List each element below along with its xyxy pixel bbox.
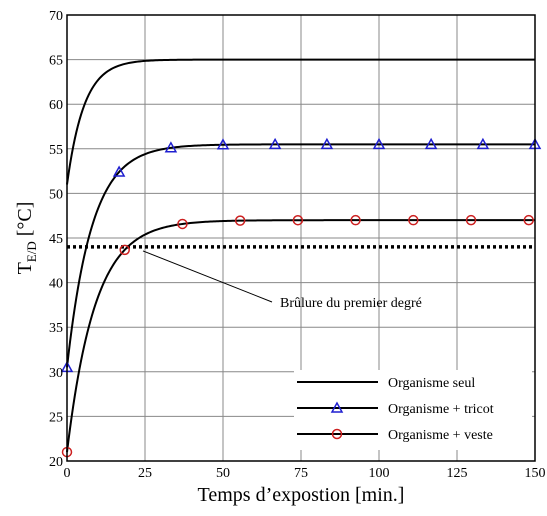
series-1-marker-5 (320, 137, 334, 150)
series-1-marker-1 (112, 165, 126, 177)
series-2-marker-1 (119, 244, 130, 256)
x-axis-title: Temps d’expostion [min.] (198, 484, 405, 506)
y-tick-label-55: 55 (49, 143, 63, 158)
y-tick-label-45: 45 (49, 232, 63, 247)
y-tick-label-65: 65 (49, 54, 63, 69)
threshold-annotation: Brûlure du premier degré (142, 250, 422, 311)
x-tick-label-25: 25 (138, 466, 152, 481)
annotation-text: Brûlure du premier degré (280, 296, 422, 311)
x-tick-label-125: 125 (447, 466, 468, 481)
series-2-marker-7 (465, 214, 477, 226)
legend-marker-1 (330, 401, 344, 413)
series-line-2 (66, 219, 535, 453)
x-tick-label-0: 0 (64, 466, 71, 481)
x-tick-label-75: 75 (294, 466, 308, 481)
series-line-0 (66, 58, 535, 185)
series-1-marker-8 (476, 137, 490, 150)
series-layer (60, 58, 542, 458)
y-tick-label-70: 70 (49, 9, 63, 24)
series-1-marker-2 (164, 141, 178, 153)
series-2-marker-4 (292, 214, 304, 226)
series-2-marker-3 (234, 215, 246, 226)
series-1-marker-4 (268, 137, 282, 150)
x-tick-label-150: 150 (525, 466, 546, 481)
y-axis-title-sub: E/D (24, 241, 39, 262)
legend-label-1: Organisme + tricot (388, 402, 494, 417)
y-tick-label-60: 60 (49, 98, 63, 113)
y-tick-label-25: 25 (49, 410, 63, 425)
series-1-marker-6 (372, 137, 386, 150)
tick-labels: 0 25 50 75 100 125 150 20 25 30 35 40 45 50 55 60 65 70 (49, 9, 546, 481)
y-tick-label-50: 50 (49, 187, 63, 202)
y-axis-title: TE/D [°C] (14, 202, 39, 275)
series-1-marker-7 (424, 137, 438, 150)
annotation-leader-line (142, 250, 273, 303)
y-axis-title-unit: [°C] (14, 202, 36, 242)
series-2-marker-8 (523, 214, 535, 226)
y-tick-label-20: 20 (49, 455, 63, 470)
y-tick-label-30: 30 (49, 366, 63, 381)
series-2-marker-2 (177, 218, 188, 230)
series-1-marker-3 (216, 138, 230, 150)
x-tick-label-100: 100 (369, 466, 390, 481)
legend: Organisme seul Organisme + tricot Organism… (294, 370, 532, 450)
series-2-marker-6 (408, 214, 419, 226)
legend-label-2: Organisme + veste (388, 428, 493, 443)
series-line-1 (66, 143, 535, 368)
plot-frame (66, 14, 536, 462)
legend-label-0: Organisme seul (388, 376, 475, 391)
y-tick-label-40: 40 (49, 277, 63, 292)
x-tick-label-50: 50 (216, 466, 230, 481)
y-tick-label-35: 35 (49, 321, 63, 336)
y-axis-title-main: T (14, 262, 36, 274)
series-2-marker-5 (350, 214, 361, 226)
legend-marker-2 (331, 428, 343, 440)
